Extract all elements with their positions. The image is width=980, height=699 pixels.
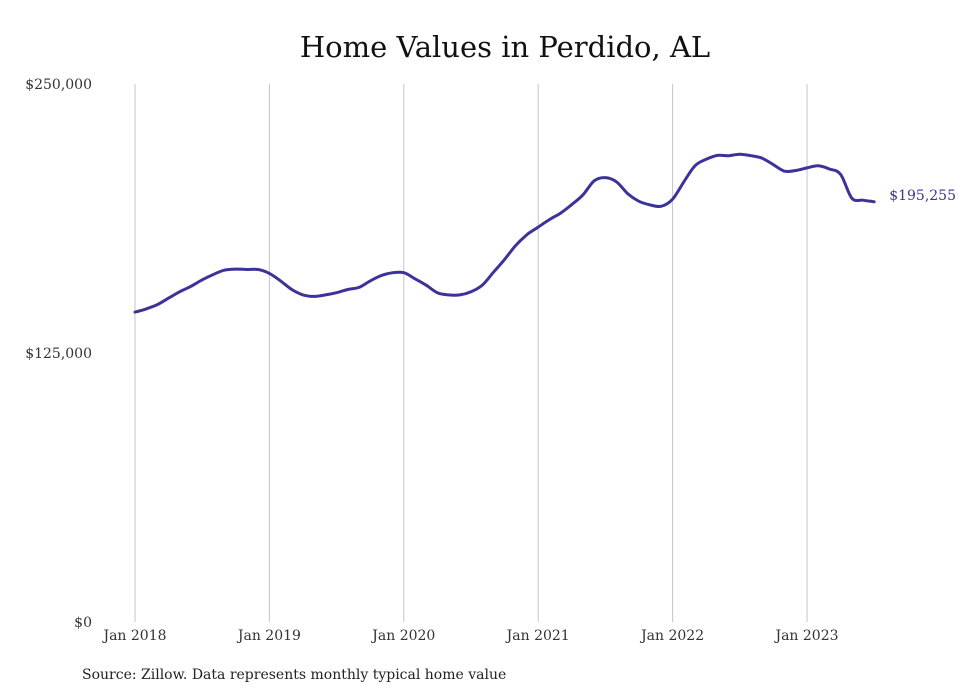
data-point: [369, 279, 372, 282]
data-point: [604, 176, 607, 179]
data-point: [346, 288, 349, 291]
home-value-line: [133, 152, 876, 314]
x-tick-label: Jan 2022: [639, 628, 704, 644]
data-point: [134, 311, 137, 314]
y-axis-tick-labels: $0 $125,000 $250,000: [25, 77, 92, 631]
data-point: [436, 291, 439, 294]
data-point: [817, 164, 820, 167]
y-tick-label: $0: [74, 615, 92, 631]
data-point: [660, 205, 663, 208]
data-point: [447, 293, 450, 296]
data-point: [873, 200, 876, 203]
data-point: [548, 218, 551, 221]
data-point: [156, 303, 159, 306]
y-tick-label: $125,000: [25, 346, 92, 362]
data-point: [302, 293, 305, 296]
data-point: [682, 180, 685, 183]
data-point: [828, 168, 831, 171]
data-point: [850, 197, 853, 200]
data-point: [671, 198, 674, 201]
data-point: [593, 179, 596, 182]
data-point: [470, 290, 473, 293]
data-point: [705, 158, 708, 161]
data-point: [492, 271, 495, 274]
data-point: [279, 279, 282, 282]
data-point: [324, 293, 327, 296]
data-point: [458, 293, 461, 296]
x-tick-label: Jan 2021: [505, 628, 570, 644]
data-point: [638, 200, 641, 203]
source-note: Source: Zillow. Data represents monthly …: [82, 667, 507, 683]
x-axis-tick-labels: Jan 2018 Jan 2019 Jan 2020 Jan 2021 Jan 2022…: [101, 628, 838, 644]
data-point: [738, 153, 741, 156]
data-point: [727, 154, 730, 157]
data-point: [559, 212, 562, 215]
x-tick-label: Jan 2019: [236, 628, 301, 644]
data-point: [290, 288, 293, 291]
data-point: [313, 295, 316, 298]
data-point: [246, 268, 249, 271]
data-point: [358, 286, 361, 289]
data-point: [750, 154, 753, 157]
data-point: [178, 290, 181, 293]
data-point: [335, 291, 338, 294]
data-point: [212, 273, 215, 276]
data-point: [615, 180, 618, 183]
x-tick-label: Jan 2018: [101, 628, 166, 644]
data-point: [761, 157, 764, 160]
x-tick-label: Jan 2020: [370, 628, 435, 644]
data-point: [234, 268, 237, 271]
data-point: [503, 258, 506, 261]
x-tick-label: Jan 2023: [773, 628, 838, 644]
data-point: [223, 269, 226, 272]
data-point: [806, 166, 809, 169]
data-point: [582, 193, 585, 196]
data-point: [649, 203, 652, 206]
series-group: $195,255: [133, 152, 956, 314]
data-point: [425, 284, 428, 287]
data-point: [716, 154, 719, 157]
data-point: [772, 163, 775, 166]
data-point: [402, 271, 405, 274]
data-point: [694, 164, 697, 167]
data-point: [414, 277, 417, 280]
data-point: [783, 170, 786, 173]
data-point: [167, 297, 170, 300]
data-point: [626, 192, 629, 195]
data-point: [794, 169, 797, 172]
data-point: [537, 226, 540, 229]
data-point: [526, 233, 529, 236]
data-point: [268, 272, 271, 275]
vertical-gridlines: [134, 84, 808, 622]
end-value-label: $195,255: [889, 188, 956, 204]
data-point: [391, 271, 394, 274]
data-point: [201, 278, 204, 281]
data-point: [380, 274, 383, 277]
data-point: [257, 268, 260, 271]
y-tick-label: $250,000: [25, 77, 92, 93]
chart-title: Home Values in Perdido, AL: [299, 30, 711, 64]
data-point: [570, 203, 573, 206]
data-point: [514, 244, 517, 247]
data-point: [862, 199, 865, 202]
data-point: [839, 173, 842, 176]
data-point: [145, 307, 148, 310]
data-point: [481, 284, 484, 287]
data-point: [190, 285, 193, 288]
